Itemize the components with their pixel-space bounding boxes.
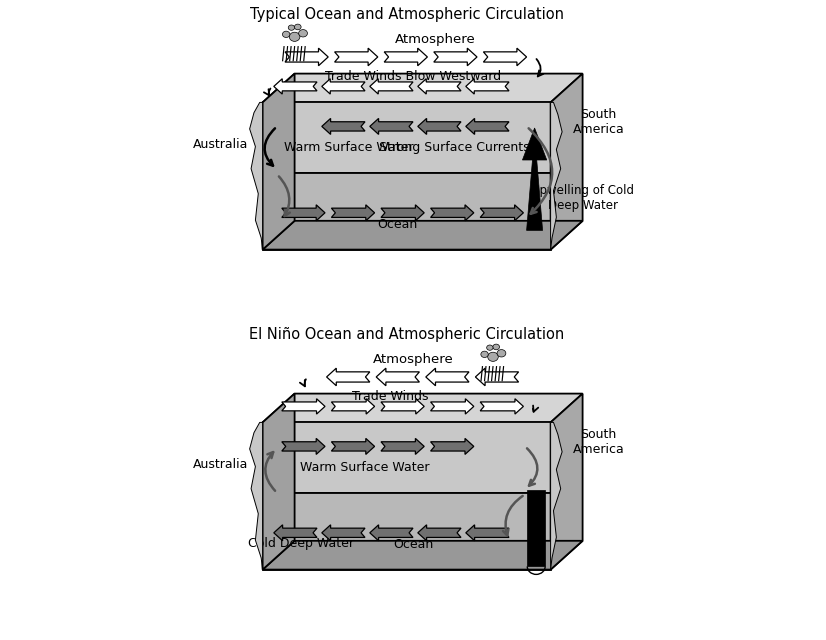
Polygon shape bbox=[322, 118, 365, 134]
Polygon shape bbox=[434, 48, 477, 66]
Polygon shape bbox=[425, 368, 469, 386]
Polygon shape bbox=[263, 221, 582, 250]
Ellipse shape bbox=[481, 351, 488, 358]
Polygon shape bbox=[263, 493, 551, 570]
Polygon shape bbox=[249, 102, 263, 250]
Polygon shape bbox=[483, 48, 527, 66]
Polygon shape bbox=[430, 399, 474, 414]
Polygon shape bbox=[263, 173, 551, 250]
Polygon shape bbox=[466, 525, 509, 541]
Polygon shape bbox=[476, 368, 519, 386]
Ellipse shape bbox=[294, 24, 301, 29]
Text: Cold Deep Water: Cold Deep Water bbox=[248, 538, 354, 550]
Polygon shape bbox=[335, 48, 377, 66]
Text: Ocean: Ocean bbox=[393, 538, 433, 550]
Polygon shape bbox=[480, 205, 524, 221]
Text: Trade Winds Blow Westward: Trade Winds Blow Westward bbox=[325, 70, 501, 83]
Polygon shape bbox=[370, 525, 413, 541]
Text: Atmosphere: Atmosphere bbox=[395, 33, 476, 47]
Polygon shape bbox=[551, 422, 563, 570]
Polygon shape bbox=[418, 525, 461, 541]
Polygon shape bbox=[263, 102, 551, 173]
Polygon shape bbox=[263, 422, 551, 493]
Text: Australia: Australia bbox=[193, 138, 249, 150]
Polygon shape bbox=[249, 422, 263, 570]
Polygon shape bbox=[430, 438, 474, 454]
Polygon shape bbox=[551, 394, 582, 570]
Polygon shape bbox=[285, 48, 328, 66]
Polygon shape bbox=[381, 399, 425, 414]
Text: South
America: South America bbox=[572, 428, 624, 456]
Polygon shape bbox=[282, 399, 325, 414]
Polygon shape bbox=[263, 394, 582, 422]
Ellipse shape bbox=[288, 25, 295, 30]
Polygon shape bbox=[522, 128, 547, 160]
Polygon shape bbox=[381, 205, 425, 221]
Text: Warm Surface Water: Warm Surface Water bbox=[284, 141, 414, 154]
Polygon shape bbox=[326, 368, 370, 386]
Polygon shape bbox=[273, 525, 317, 541]
Ellipse shape bbox=[487, 345, 493, 350]
Text: Strong Surface Currents: Strong Surface Currents bbox=[379, 141, 530, 154]
Polygon shape bbox=[331, 438, 375, 454]
Polygon shape bbox=[480, 399, 524, 414]
Ellipse shape bbox=[493, 344, 500, 349]
Polygon shape bbox=[527, 154, 543, 230]
Ellipse shape bbox=[299, 29, 307, 37]
Ellipse shape bbox=[282, 31, 290, 38]
Polygon shape bbox=[263, 394, 295, 570]
Polygon shape bbox=[384, 48, 427, 66]
Polygon shape bbox=[331, 399, 375, 414]
Text: El Niño Ocean and Atmospheric Circulation: El Niño Ocean and Atmospheric Circulatio… bbox=[249, 327, 564, 342]
Polygon shape bbox=[282, 438, 325, 454]
Polygon shape bbox=[466, 118, 509, 134]
Text: Upwelling of Cold
Deep Water: Upwelling of Cold Deep Water bbox=[531, 184, 634, 212]
Polygon shape bbox=[263, 74, 295, 250]
Polygon shape bbox=[370, 79, 413, 94]
Text: Typical Ocean and Atmospheric Circulation: Typical Ocean and Atmospheric Circulatio… bbox=[249, 7, 563, 22]
Polygon shape bbox=[376, 368, 420, 386]
Polygon shape bbox=[418, 118, 461, 134]
Text: Atmosphere: Atmosphere bbox=[373, 353, 453, 367]
Ellipse shape bbox=[289, 32, 300, 42]
Polygon shape bbox=[430, 205, 474, 221]
Polygon shape bbox=[322, 525, 365, 541]
Polygon shape bbox=[273, 79, 317, 94]
Polygon shape bbox=[263, 74, 582, 102]
Polygon shape bbox=[527, 490, 545, 566]
Polygon shape bbox=[282, 205, 325, 221]
Text: Trade Winds: Trade Winds bbox=[353, 390, 429, 403]
Polygon shape bbox=[331, 205, 375, 221]
Text: Ocean: Ocean bbox=[377, 218, 417, 230]
Polygon shape bbox=[551, 74, 582, 250]
Text: Warm Surface Water: Warm Surface Water bbox=[300, 461, 430, 474]
Polygon shape bbox=[263, 541, 582, 570]
Text: Australia: Australia bbox=[193, 458, 249, 470]
Polygon shape bbox=[551, 102, 563, 250]
Polygon shape bbox=[370, 118, 413, 134]
Polygon shape bbox=[418, 79, 461, 94]
Polygon shape bbox=[466, 79, 509, 94]
Ellipse shape bbox=[487, 352, 498, 362]
Polygon shape bbox=[322, 79, 365, 94]
Ellipse shape bbox=[497, 349, 506, 357]
Polygon shape bbox=[381, 438, 425, 454]
Text: South
America: South America bbox=[572, 108, 624, 136]
